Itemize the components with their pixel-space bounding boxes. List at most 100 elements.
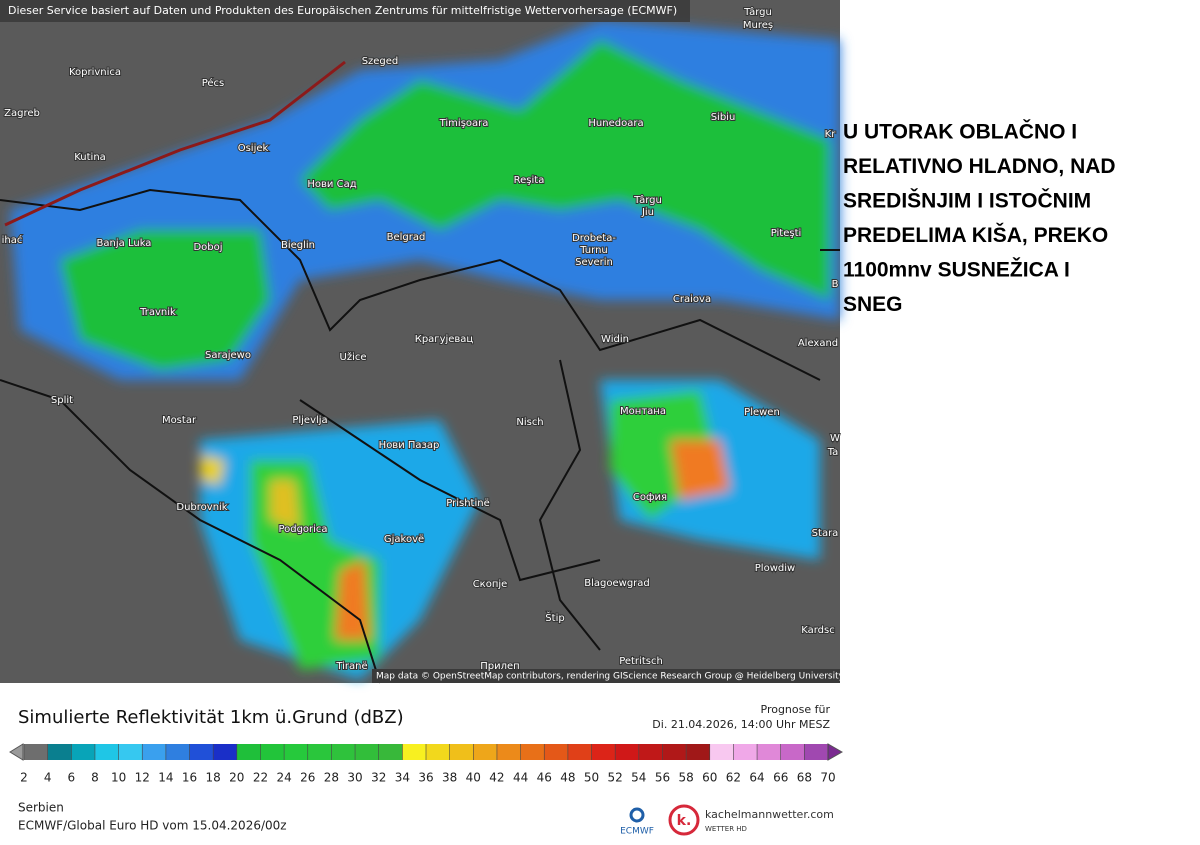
scale-label: 58 bbox=[678, 771, 693, 785]
scale-cell bbox=[473, 744, 497, 760]
scale-cell bbox=[544, 744, 568, 760]
scale-cell bbox=[378, 744, 403, 760]
scale-label: 18 bbox=[206, 771, 221, 785]
scale-cell bbox=[757, 744, 781, 760]
scale-label: 54 bbox=[631, 771, 646, 785]
scale-label: 34 bbox=[395, 771, 410, 785]
city-label: Craiova bbox=[673, 294, 711, 305]
scale-label: 20 bbox=[229, 771, 244, 785]
city-label: Ta bbox=[827, 447, 839, 458]
scale-cell bbox=[307, 744, 332, 760]
city-label: ihać bbox=[2, 234, 23, 246]
city-label: Mureș bbox=[743, 20, 773, 31]
scale-label: 12 bbox=[135, 771, 150, 785]
city-label: Târgu bbox=[633, 194, 662, 206]
city-label: Прилеп bbox=[480, 661, 519, 672]
attribution: Dieser Service basiert auf Daten und Pro… bbox=[8, 4, 677, 17]
scale-label: 30 bbox=[347, 771, 362, 785]
city-label: Tiranë bbox=[335, 661, 367, 672]
city-label: Hunedoara bbox=[588, 118, 643, 129]
city-label: Stara bbox=[812, 528, 839, 539]
caption-line: SNEG bbox=[843, 293, 903, 316]
city-label: Koprivnica bbox=[69, 67, 121, 78]
scale-cell bbox=[686, 744, 710, 760]
scale-label: 50 bbox=[584, 771, 599, 785]
city-label: Pljevlja bbox=[292, 415, 327, 426]
scale-label: 26 bbox=[300, 771, 315, 785]
city-label: Târgu bbox=[743, 6, 772, 18]
scale-label: 8 bbox=[91, 771, 99, 785]
site-sub: WETTER HD bbox=[705, 825, 747, 833]
city-label: Travnik bbox=[139, 307, 176, 318]
caption-line: PREDELIMA KIŠA, PREKO bbox=[843, 223, 1108, 247]
scale-label: 42 bbox=[489, 771, 504, 785]
city-label: Kr bbox=[825, 129, 837, 140]
city-label: Banja Luka bbox=[97, 238, 152, 249]
city-label: Mostar bbox=[162, 415, 197, 426]
scale-label: 36 bbox=[418, 771, 433, 785]
scale-cell bbox=[496, 744, 521, 760]
city-label: Sibiu bbox=[711, 112, 736, 123]
city-label: Plowdiw bbox=[755, 563, 795, 574]
city-label: Gjakovë bbox=[384, 534, 424, 545]
scale-arrow-left bbox=[9, 743, 24, 761]
scale-cell bbox=[520, 744, 545, 760]
scale-label: 6 bbox=[67, 771, 75, 785]
scale-label: 28 bbox=[324, 771, 339, 785]
scale-label: 44 bbox=[513, 771, 528, 785]
scale-label: 10 bbox=[111, 771, 126, 785]
city-label: Plewen bbox=[744, 407, 780, 418]
scale-label: 14 bbox=[158, 771, 173, 785]
region: Serbien bbox=[18, 801, 64, 815]
city-label: София bbox=[633, 492, 667, 503]
city-label: Nisch bbox=[516, 417, 543, 428]
scale-label: 48 bbox=[560, 771, 575, 785]
scale-cell bbox=[804, 744, 828, 760]
city-label: Doboj bbox=[193, 242, 222, 253]
scale-cell bbox=[638, 744, 663, 760]
city-label: Severin bbox=[575, 257, 613, 268]
city-label: Osijek bbox=[238, 143, 269, 154]
city-label: Podgorica bbox=[278, 524, 327, 535]
ecmwf-logo: ECMWF bbox=[620, 827, 654, 837]
scale-cell bbox=[355, 744, 379, 760]
scale-label: 60 bbox=[702, 771, 717, 785]
city-label: Drobeta- bbox=[572, 233, 616, 244]
city-label: Blagoewgrad bbox=[584, 578, 650, 589]
scale-cell bbox=[189, 744, 214, 760]
scale-cell bbox=[236, 744, 261, 760]
scale-label: 16 bbox=[182, 771, 197, 785]
scale-cell bbox=[331, 744, 356, 760]
city-label: Szeged bbox=[362, 56, 399, 67]
scale-cell bbox=[615, 744, 639, 760]
svg-text:k.: k. bbox=[677, 813, 692, 829]
model-run: ECMWF/Global Euro HD vom 15.04.2026/00z bbox=[18, 819, 287, 833]
city-label: Zagreb bbox=[4, 108, 40, 119]
scale-cell bbox=[142, 744, 166, 760]
scale-cell bbox=[71, 744, 95, 760]
city-label: Kardsc bbox=[801, 625, 835, 636]
city-label: Kutina bbox=[74, 152, 106, 163]
city-label: Petritsch bbox=[619, 656, 663, 667]
city-label: Dubrovnik bbox=[176, 502, 227, 513]
scale-cell bbox=[94, 744, 119, 760]
map-credit: Map data © OpenStreetMap contributors, r… bbox=[376, 672, 845, 682]
city-label: W bbox=[830, 433, 840, 444]
city-label: Split bbox=[51, 395, 73, 406]
scale-cell bbox=[260, 744, 285, 760]
scale-label: 52 bbox=[608, 771, 623, 785]
scale-label: 4 bbox=[44, 771, 52, 785]
scale-cell bbox=[165, 744, 190, 760]
city-label: Sarajewo bbox=[205, 350, 251, 361]
legend-title: Simulierte Reflektivität 1km ü.Grund (dB… bbox=[18, 707, 404, 728]
scale-label: 40 bbox=[466, 771, 481, 785]
site-logo: kachelmannwetter.com bbox=[705, 808, 834, 821]
city-label: Нови Сад bbox=[307, 179, 356, 190]
city-label: Prishtinë bbox=[446, 498, 489, 509]
city-label: Belgrad bbox=[387, 232, 426, 243]
forecast-label: Prognose für bbox=[761, 703, 831, 716]
city-label: Bieglin bbox=[281, 240, 315, 251]
scale-label: 64 bbox=[749, 771, 764, 785]
caption-line: 1100mnv SUSNEŽICA I bbox=[843, 258, 1070, 282]
